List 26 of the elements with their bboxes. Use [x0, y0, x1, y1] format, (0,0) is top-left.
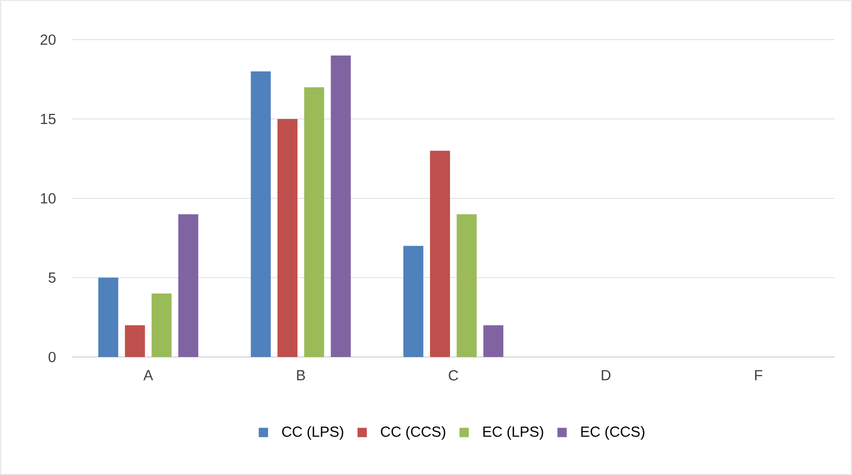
legend-label: EC (LPS) [483, 426, 544, 440]
y-tick-label: 20 [40, 34, 56, 45]
y-tick-label: 0 [48, 352, 56, 362]
legend-label: CC (LPS) [282, 426, 344, 440]
bar [403, 246, 424, 357]
legend-label: CC (CCS) [380, 426, 446, 440]
bar [330, 56, 351, 357]
legend-label: EC (CCS) [581, 426, 644, 440]
y-tick-label: 15 [40, 114, 56, 124]
x-tick-label: B [297, 370, 305, 380]
bar [456, 214, 477, 357]
x-tick-label: F [755, 370, 762, 380]
bar [178, 214, 198, 357]
bar [124, 325, 145, 357]
bar [430, 150, 450, 357]
bar [277, 119, 298, 357]
bar [250, 71, 271, 357]
bar [152, 294, 172, 357]
bar [483, 325, 504, 357]
bar [304, 87, 324, 357]
y-tick-label: 10 [40, 193, 56, 204]
x-tick-label: A [143, 370, 154, 380]
bar [98, 278, 118, 357]
x-tick-label: C [448, 370, 458, 381]
y-tick-label: 5 [48, 272, 56, 283]
x-tick-label: D [602, 370, 610, 380]
